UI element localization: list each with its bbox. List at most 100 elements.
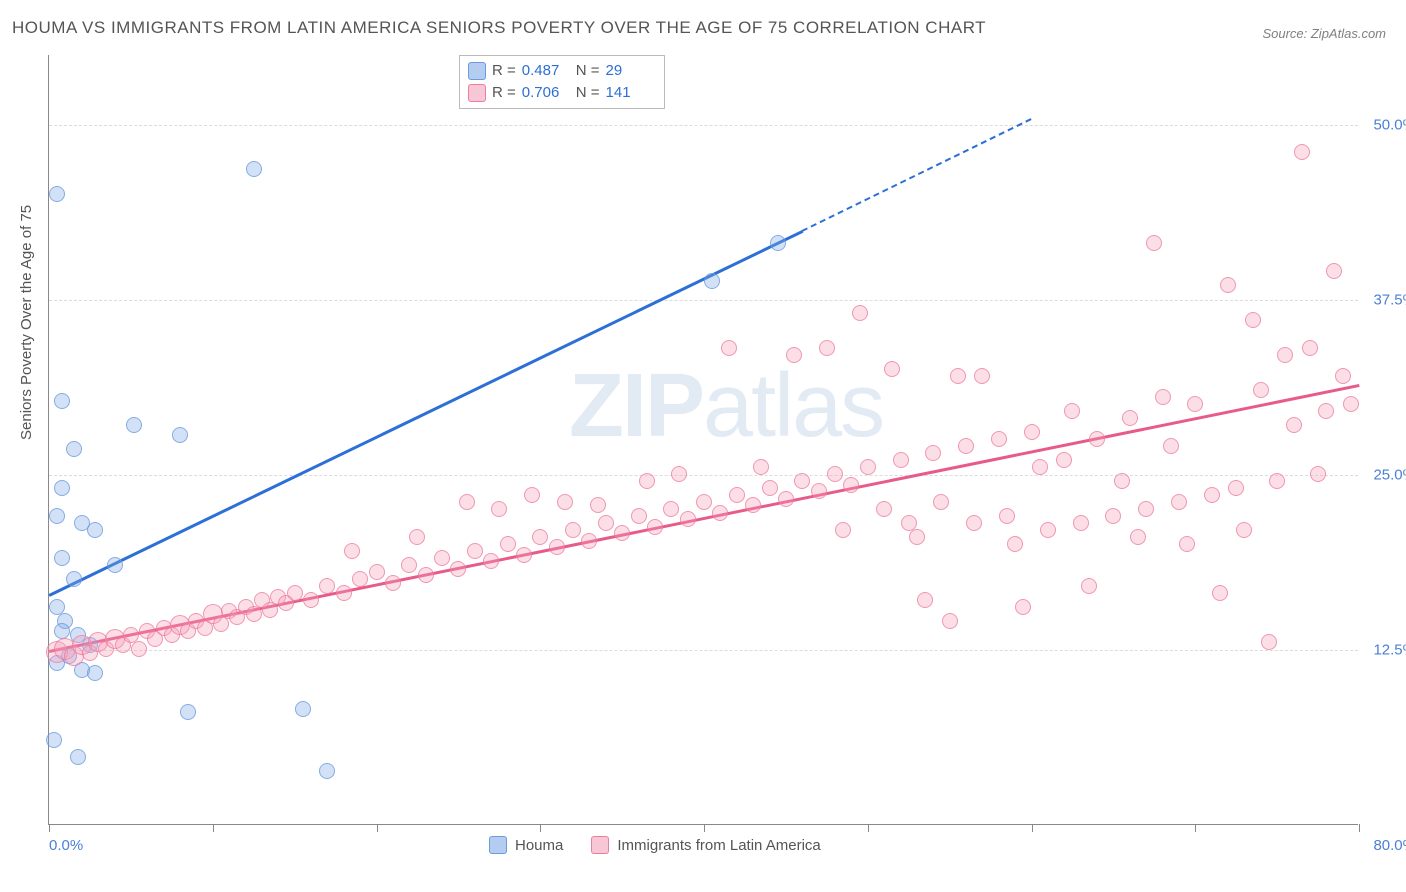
data-point — [950, 368, 966, 384]
data-point — [1245, 312, 1261, 328]
data-point — [933, 494, 949, 510]
watermark-zip: ZIP — [569, 356, 703, 456]
data-point — [1056, 452, 1072, 468]
legend-swatch-immigrants-icon — [591, 836, 609, 854]
data-point — [999, 508, 1015, 524]
data-point — [1261, 634, 1277, 650]
data-point — [925, 445, 941, 461]
data-point — [87, 665, 103, 681]
data-point — [639, 473, 655, 489]
data-point — [418, 567, 434, 583]
data-point — [770, 235, 786, 251]
data-point — [860, 459, 876, 475]
correlation-legend: R = 0.487 N = 29 R = 0.706 N = 141 — [459, 55, 665, 109]
data-point — [843, 477, 859, 493]
y-tick-label: 25.0% — [1373, 467, 1406, 484]
data-point — [1269, 473, 1285, 489]
legend-swatch-houma-icon — [468, 62, 486, 80]
data-point — [46, 732, 62, 748]
data-point — [126, 417, 142, 433]
data-point — [1310, 466, 1326, 482]
data-point — [778, 491, 794, 507]
data-point — [1294, 144, 1310, 160]
data-point — [1081, 578, 1097, 594]
data-point — [729, 487, 745, 503]
data-point — [721, 340, 737, 356]
data-point — [852, 305, 868, 321]
data-point — [385, 575, 401, 591]
gridline — [49, 475, 1358, 476]
data-point — [1073, 515, 1089, 531]
data-point — [246, 161, 262, 177]
data-point — [1326, 263, 1342, 279]
x-tick-mark — [377, 824, 378, 832]
data-point — [1187, 396, 1203, 412]
x-tick-mark — [1032, 824, 1033, 832]
data-point — [991, 431, 1007, 447]
y-tick-label: 37.5% — [1373, 292, 1406, 309]
data-point — [369, 564, 385, 580]
data-point — [344, 543, 360, 559]
x-tick-mark — [540, 824, 541, 832]
data-point — [87, 522, 103, 538]
data-point — [516, 547, 532, 563]
data-point — [835, 522, 851, 538]
data-point — [745, 497, 761, 513]
source-label: Source: ZipAtlas.com — [1262, 26, 1386, 41]
series-legend: Houma Immigrants from Latin America — [489, 836, 821, 854]
x-tick-mark — [1359, 824, 1360, 832]
data-point — [917, 592, 933, 608]
data-point — [680, 511, 696, 527]
data-point — [1105, 508, 1121, 524]
data-point — [287, 585, 303, 601]
data-point — [1220, 277, 1236, 293]
data-point — [663, 501, 679, 517]
data-point — [581, 533, 597, 549]
data-point — [671, 466, 687, 482]
watermark: ZIPatlas — [569, 355, 883, 458]
legend-row-2: R = 0.706 N = 141 — [468, 82, 654, 104]
legend-r-key: R = — [492, 82, 516, 104]
data-point — [1130, 529, 1146, 545]
data-point — [1040, 522, 1056, 538]
data-point — [532, 529, 548, 545]
data-point — [1122, 410, 1138, 426]
data-point — [450, 561, 466, 577]
data-point — [1179, 536, 1195, 552]
data-point — [1024, 424, 1040, 440]
legend-r-value: 0.706 — [522, 82, 570, 104]
x-tick-mark — [1195, 824, 1196, 832]
data-point — [712, 505, 728, 521]
data-point — [66, 571, 82, 587]
data-point — [696, 494, 712, 510]
data-point — [107, 557, 123, 573]
data-point — [811, 483, 827, 499]
data-point — [1204, 487, 1220, 503]
legend-item-houma: Houma — [489, 836, 563, 854]
data-point — [319, 763, 335, 779]
data-point — [1236, 522, 1252, 538]
data-point — [303, 592, 319, 608]
data-point — [1155, 389, 1171, 405]
data-point — [942, 613, 958, 629]
gridline — [49, 650, 1358, 651]
data-point — [54, 480, 70, 496]
data-point — [1318, 403, 1334, 419]
trend-line — [48, 230, 802, 596]
data-point — [246, 606, 262, 622]
gridline — [49, 125, 1358, 126]
y-tick-label: 12.5% — [1373, 642, 1406, 659]
data-point — [459, 494, 475, 510]
data-point — [1146, 235, 1162, 251]
watermark-atlas: atlas — [703, 356, 883, 456]
data-point — [434, 550, 450, 566]
data-point — [909, 529, 925, 545]
legend-r-key: R = — [492, 60, 516, 82]
data-point — [49, 508, 65, 524]
data-point — [483, 553, 499, 569]
data-point — [491, 501, 507, 517]
data-point — [753, 459, 769, 475]
data-point — [598, 515, 614, 531]
data-point — [1212, 585, 1228, 601]
data-point — [1064, 403, 1080, 419]
